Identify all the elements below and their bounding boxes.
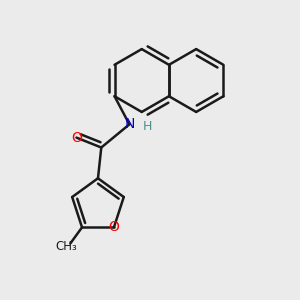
Text: H: H	[143, 119, 152, 133]
Text: N: N	[124, 117, 135, 131]
Text: O: O	[71, 130, 82, 145]
Text: CH₃: CH₃	[56, 240, 77, 253]
Text: O: O	[109, 220, 119, 234]
